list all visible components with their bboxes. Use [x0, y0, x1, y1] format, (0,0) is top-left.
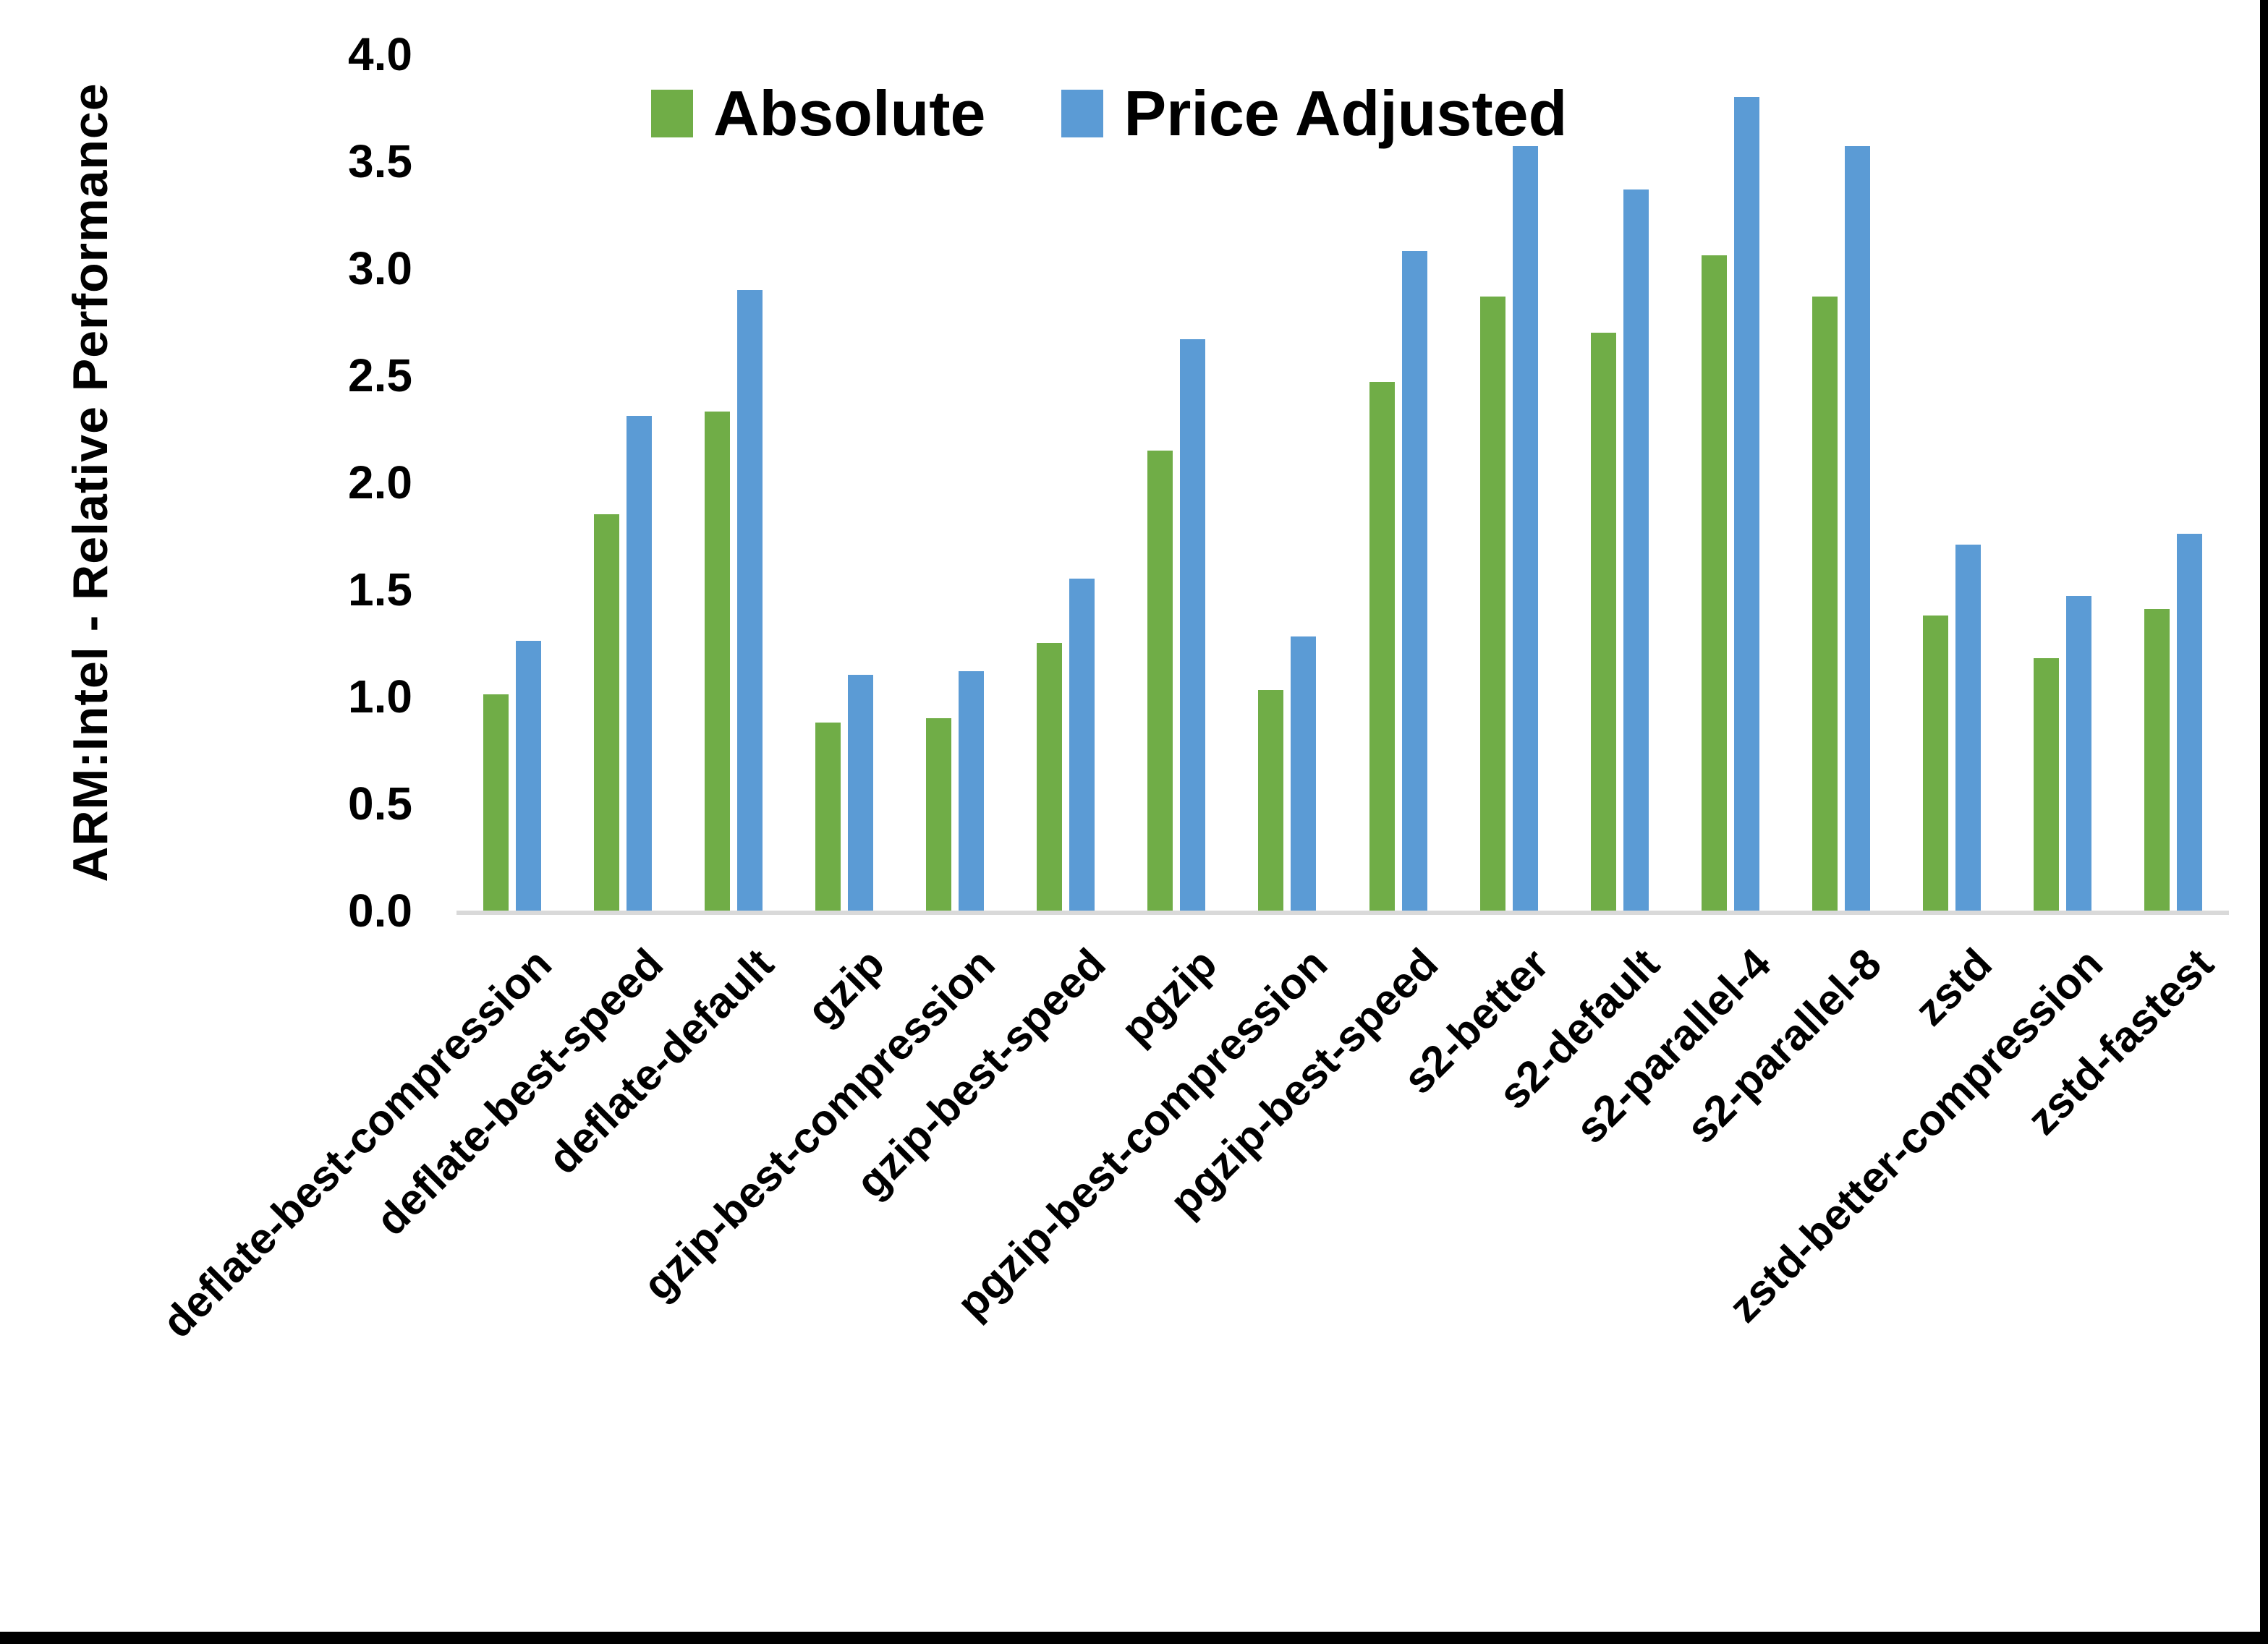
bar-price-adjusted [626, 416, 652, 911]
y-tick-label: 2.5 [348, 349, 412, 401]
plot-area [456, 54, 2229, 915]
right-border [2260, 0, 2268, 1644]
bar-group [2118, 54, 2229, 911]
bar-price-adjusted [515, 641, 541, 911]
bar-group [456, 54, 567, 911]
y-tick-label: 3.0 [348, 242, 412, 294]
bar-group [1232, 54, 1343, 911]
y-tick-label: 0.5 [348, 778, 412, 830]
bar-group [1121, 54, 1232, 911]
bar-absolute [1147, 450, 1173, 911]
x-category-label: s2-parallel-4 [1566, 939, 1780, 1153]
bar-price-adjusted [736, 289, 763, 911]
y-tick-label: 4.0 [348, 28, 412, 80]
legend-label: Price Adjusted [1124, 77, 1568, 149]
bar-group [789, 54, 899, 911]
bar-absolute [1479, 296, 1505, 911]
bar-absolute [1701, 255, 1727, 911]
x-category-label: zstd [1905, 939, 2002, 1035]
bar-absolute [926, 717, 952, 911]
bar-price-adjusted [1623, 189, 1649, 911]
bar-price-adjusted [2177, 534, 2203, 911]
bar-absolute [1037, 643, 1063, 911]
bar-group [567, 54, 678, 911]
bar-absolute [704, 412, 730, 911]
bar-price-adjusted [959, 670, 985, 911]
y-tick-label: 1.5 [348, 563, 412, 616]
x-category-label: s2-parallel-8 [1677, 939, 1891, 1153]
legend-swatch [1061, 90, 1104, 137]
legend-swatch [651, 90, 693, 137]
x-category-label: gzip [797, 939, 893, 1035]
y-tick-label: 2.0 [348, 456, 412, 508]
bar-group [1675, 54, 1785, 911]
bar-group [900, 54, 1011, 911]
y-axis-title: ARM:Intel - Relative Performance [63, 82, 118, 882]
bar-absolute [1923, 615, 1949, 911]
y-tick-label: 3.5 [348, 135, 412, 187]
bottom-border [0, 1632, 2268, 1644]
y-tick-label: 0.0 [348, 885, 412, 937]
legend: Absolute Price Adjusted [651, 81, 1567, 146]
bar-price-adjusted [2066, 595, 2092, 911]
bar-absolute [483, 694, 509, 911]
bar-absolute [1258, 690, 1284, 911]
bar-group [2008, 54, 2118, 911]
legend-item: Absolute [651, 81, 985, 146]
bar-absolute [593, 514, 619, 911]
legend-label: Absolute [713, 77, 986, 149]
bar-absolute [2034, 657, 2060, 911]
bar-price-adjusted [1401, 251, 1427, 911]
bar-price-adjusted [1733, 97, 1759, 911]
bar-group [678, 54, 789, 911]
bar-absolute [1590, 332, 1616, 911]
bar-group [1453, 54, 1564, 911]
bar-group [1897, 54, 2008, 911]
bar-group [1564, 54, 1675, 911]
bar-absolute [2144, 608, 2170, 911]
bar-price-adjusted [1291, 636, 1317, 911]
bar-price-adjusted [1180, 338, 1206, 911]
bar-price-adjusted [1845, 146, 1871, 911]
bar-absolute [1812, 296, 1838, 911]
y-tick-label: 1.0 [348, 670, 412, 723]
bar-price-adjusted [1955, 544, 1982, 911]
bar-group [1343, 54, 1453, 911]
legend-item: Price Adjusted [1061, 81, 1567, 146]
bar-absolute [1369, 381, 1395, 911]
bar-price-adjusted [1069, 579, 1095, 911]
bar-absolute [815, 722, 841, 911]
bar-price-adjusted [1512, 146, 1538, 911]
bar-price-adjusted [847, 675, 873, 911]
bar-group [1011, 54, 1121, 911]
bar-group [1786, 54, 1897, 911]
